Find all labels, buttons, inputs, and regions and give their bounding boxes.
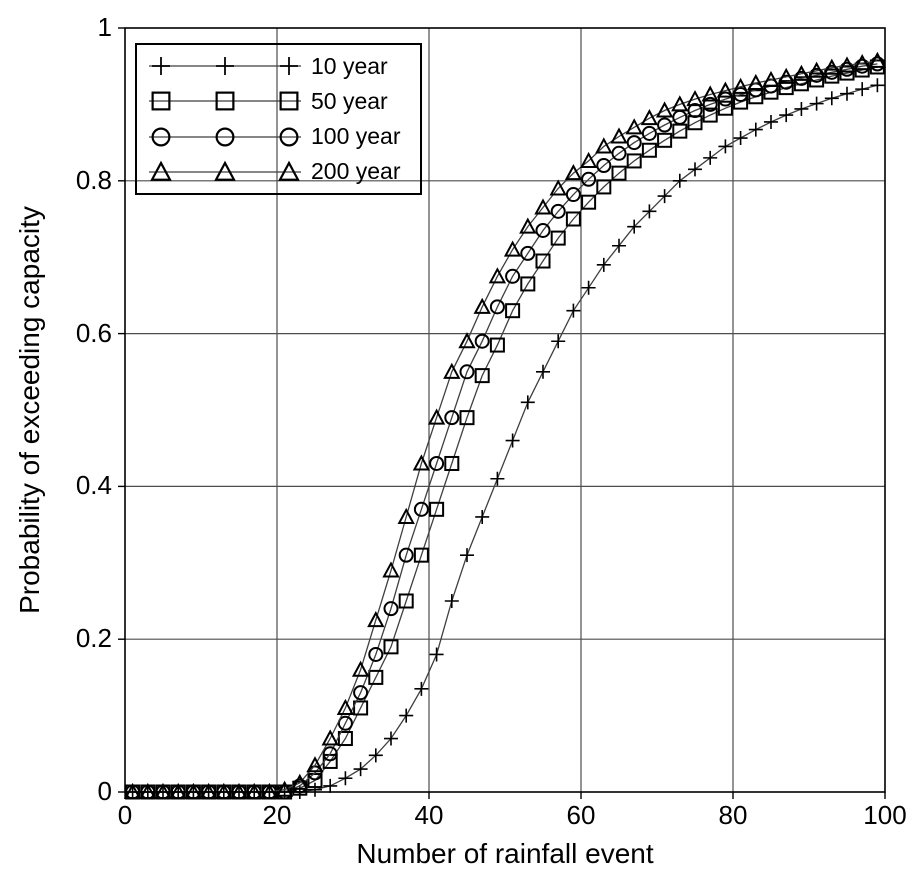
- x-tick-label: 40: [414, 800, 444, 830]
- x-tick-label: 80: [718, 800, 748, 830]
- x-tick-label: 20: [262, 800, 292, 830]
- legend-label: 100 year: [311, 123, 401, 150]
- legend: 10 year 50 year 100 year 200 year: [135, 43, 422, 195]
- legend-label: 50 year: [311, 87, 388, 114]
- y-axis-label: Probability of exceeding capacity: [14, 206, 45, 614]
- circle-marker-icon: [149, 127, 301, 147]
- x-tick-label: 0: [117, 800, 133, 830]
- y-tick-label: 1: [97, 11, 112, 42]
- x-axis-label: Number of rainfall event: [356, 838, 654, 869]
- legend-item-10-year: 10 year: [145, 49, 416, 83]
- y-tick-label: 0.8: [75, 164, 112, 195]
- axes: [118, 27, 886, 799]
- legend-item-100-year: 100 year: [145, 120, 416, 154]
- y-tick-label: 0: [97, 775, 112, 806]
- y-tick-label: 0.2: [75, 623, 112, 654]
- legend-item-50-year: 50 year: [145, 84, 416, 118]
- x-tick-label: 60: [566, 800, 596, 830]
- y-tick-label: 0.4: [75, 470, 112, 501]
- triangle-marker-icon: [149, 160, 301, 181]
- legend-label: 200 year: [311, 158, 401, 185]
- legend-item-200-year: 200 year: [145, 155, 416, 189]
- plus-marker-icon: [149, 57, 301, 76]
- x-tick-label: 100: [863, 800, 907, 830]
- grid-lines: [125, 28, 885, 792]
- square-marker-icon: [149, 91, 301, 111]
- legend-label: 10 year: [311, 52, 388, 79]
- y-tick-label: 0.6: [75, 317, 112, 348]
